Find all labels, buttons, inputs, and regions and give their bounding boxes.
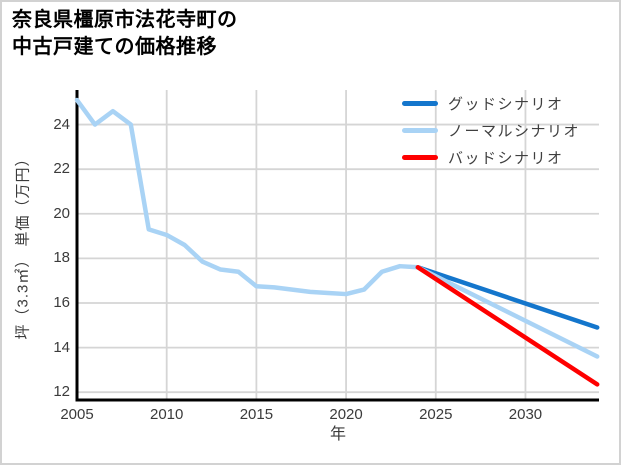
x-tick-label: 2010 (150, 406, 184, 423)
history-line (74, 97, 421, 297)
good-scenario-swatch (402, 101, 438, 106)
normal-scenario-swatch (402, 128, 438, 133)
x-tick-label: 2020 (329, 406, 363, 423)
bad-scenario-line (415, 265, 600, 387)
y-tick-label: 24 (53, 115, 70, 133)
bad-scenario-swatch (402, 155, 438, 160)
y-tick-label: 12 (53, 383, 70, 401)
legend-label-normal: ノーマルシナリオ (448, 123, 581, 140)
y-tick-label: 20 (53, 204, 70, 222)
legend-label-good: グッドシナリオ (448, 96, 564, 113)
chart-title-line2: 中古戸建ての価格推移 (12, 36, 217, 58)
x-axis-label: 年 (329, 426, 347, 443)
legend-item-good: グッドシナリオ (402, 90, 580, 117)
chart-title: 奈良県橿原市法花寺町の 中古戸建ての価格推移 (12, 7, 238, 61)
legend-item-normal: ノーマルシナリオ (402, 117, 580, 144)
y-tick-label: 18 (53, 249, 70, 267)
y-tick-label: 22 (53, 160, 70, 178)
legend-item-bad: バッドシナリオ (402, 144, 580, 171)
chart-title-line1: 奈良県橿原市法花寺町の (12, 9, 238, 31)
x-tick-label: 2030 (508, 406, 543, 423)
normal-scenario-line (415, 265, 600, 359)
legend: グッドシナリオ ノーマルシナリオ バッドシナリオ (402, 90, 580, 171)
y-axis-label: 坪（3.3㎡） 単価（万円） (14, 150, 32, 340)
x-tick-label: 2015 (239, 406, 274, 423)
legend-label-bad: バッドシナリオ (448, 150, 564, 167)
y-tick-label: 16 (53, 293, 70, 311)
y-tick-label: 14 (53, 338, 70, 356)
good-scenario-line (415, 265, 600, 330)
x-tick-label: 2025 (419, 406, 453, 423)
x-tick-label: 2005 (60, 406, 94, 423)
